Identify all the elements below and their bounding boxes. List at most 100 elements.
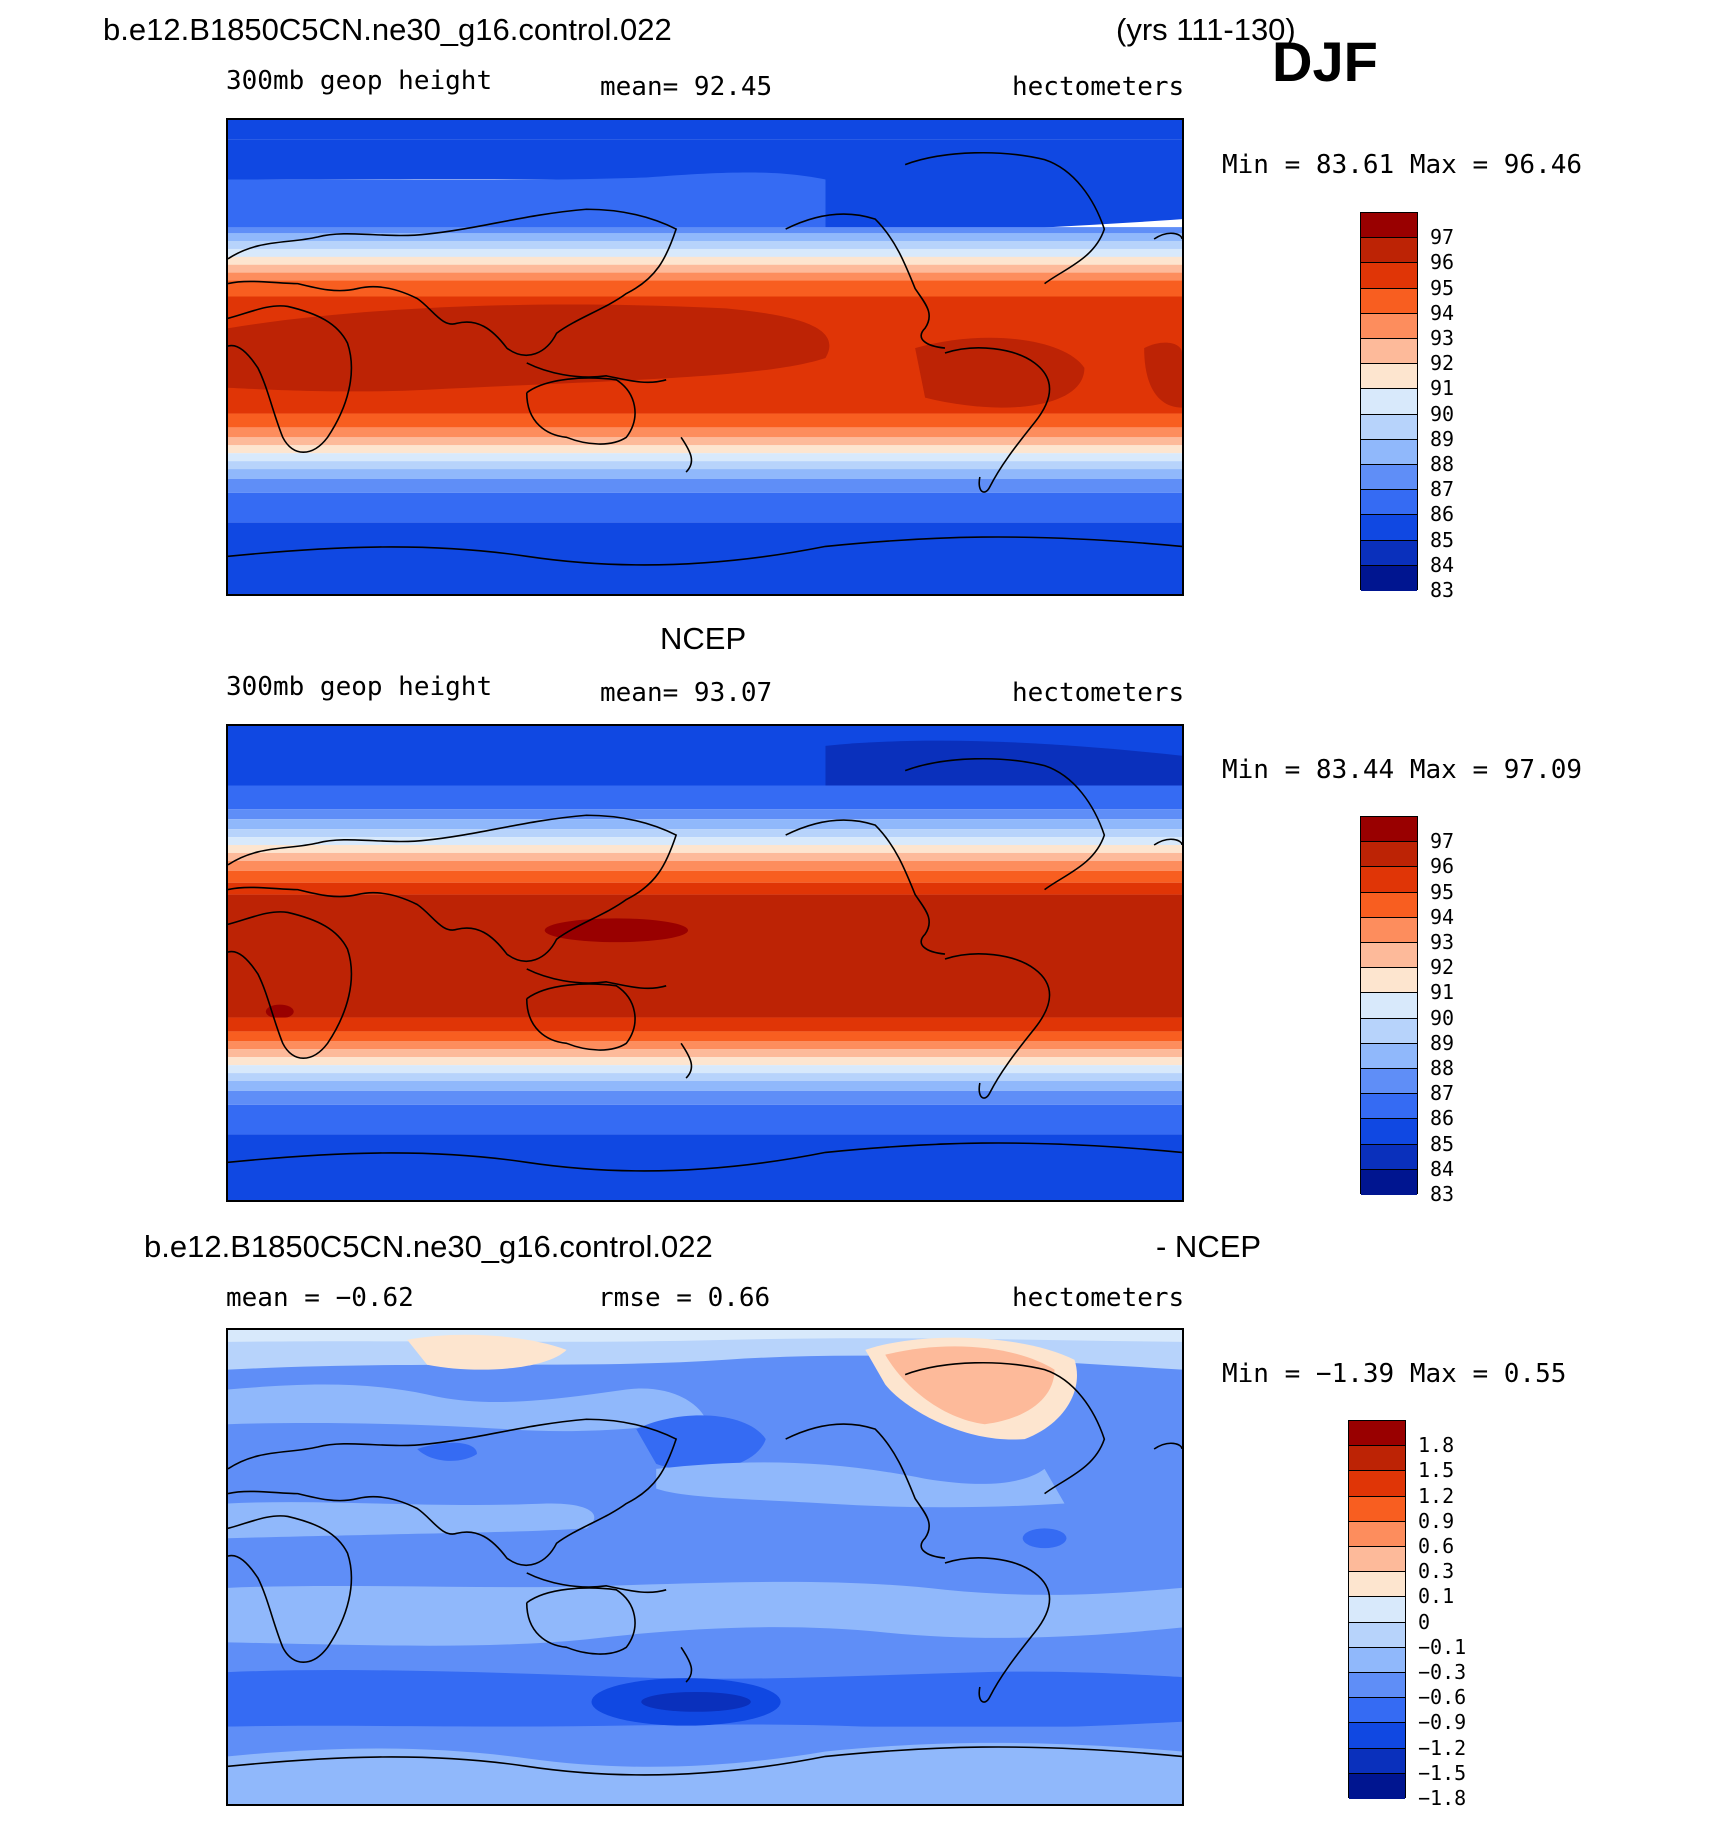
colorbar-label: 92	[1430, 955, 1455, 980]
colorbar-label: 93	[1430, 326, 1455, 350]
colorbar-label: 0.3	[1418, 1559, 1455, 1584]
panel3-rmse: rmse = 0.66	[598, 1283, 771, 1313]
colorbar-label: 96	[1430, 250, 1455, 275]
colorbar-box	[1349, 1421, 1405, 1447]
colorbar-box	[1361, 515, 1417, 541]
panel2-coastlines	[228, 757, 1182, 1172]
colorbar-label: 0.9	[1418, 1508, 1455, 1533]
colorbar-label: −1.2	[1418, 1735, 1467, 1760]
colorbar-box	[1349, 1622, 1405, 1648]
panel2-bands	[228, 726, 1182, 1200]
panel1-minmax: Min = 83.61 Max = 96.46	[1222, 150, 1583, 180]
colorbar-label: 87	[1430, 477, 1455, 502]
colorbar-label: 89	[1430, 426, 1455, 451]
colorbar-label: −1.5	[1418, 1760, 1467, 1785]
panel2-map	[226, 724, 1184, 1202]
colorbar-box	[1361, 1043, 1417, 1069]
colorbar-box	[1361, 1144, 1417, 1170]
colorbar-box	[1349, 1773, 1405, 1799]
colorbar-label: 86	[1430, 502, 1455, 527]
colorbar-label: 83	[1430, 1182, 1455, 1206]
colorbar-label: 96	[1430, 854, 1455, 879]
colorbar-box	[1361, 968, 1417, 994]
colorbar-label: 90	[1430, 1005, 1455, 1030]
panel3-title: b.e12.B1850C5CN.ne30_g16.control.022	[144, 1229, 713, 1264]
panel3-regions	[228, 1330, 1182, 1804]
colorbar-label: 84	[1430, 552, 1455, 577]
years-label: (yrs 111-130)	[1116, 12, 1296, 47]
colorbar-box	[1349, 1446, 1405, 1472]
colorbar-box	[1349, 1748, 1405, 1774]
panel3-map-svg	[228, 1330, 1182, 1804]
colorbar-label: −0.6	[1418, 1685, 1467, 1710]
colorbar-label: 0.1	[1418, 1584, 1455, 1609]
colorbar-box	[1349, 1723, 1405, 1749]
panel2-variable: 300mb geop height	[226, 672, 493, 702]
colorbar-label: 95	[1430, 275, 1455, 300]
colorbar-box	[1349, 1547, 1405, 1573]
panel2-units: hectometers	[1012, 678, 1185, 708]
colorbar-box	[1361, 439, 1417, 465]
colorbar-label: 86	[1430, 1106, 1455, 1131]
colorbar-box	[1361, 263, 1417, 289]
colorbar-box	[1361, 867, 1417, 893]
colorbar-box	[1361, 1069, 1417, 1095]
panel2-map-svg	[228, 726, 1182, 1200]
colorbar-label: 91	[1430, 980, 1455, 1005]
colorbar-label: 87	[1430, 1081, 1455, 1106]
colorbar-box	[1349, 1673, 1405, 1699]
panel3-colorbar	[1348, 1420, 1406, 1799]
colorbar-box	[1349, 1647, 1405, 1673]
colorbar-label: 1.8	[1418, 1433, 1455, 1458]
colorbar-box	[1361, 339, 1417, 365]
colorbar-box	[1349, 1572, 1405, 1598]
colorbar-box	[1361, 1018, 1417, 1044]
colorbar-box	[1361, 917, 1417, 943]
colorbar-box	[1349, 1597, 1405, 1623]
colorbar-label: −0.3	[1418, 1660, 1467, 1684]
colorbar-box	[1361, 1169, 1417, 1195]
colorbar-box	[1361, 943, 1417, 969]
colorbar-label: 83	[1430, 578, 1455, 602]
colorbar-label: 84	[1430, 1156, 1455, 1181]
colorbar-box	[1361, 313, 1417, 339]
colorbar-label: 97	[1430, 829, 1455, 854]
colorbar-label: −0.1	[1418, 1634, 1467, 1659]
colorbar-label: 1.5	[1418, 1458, 1455, 1483]
panel1-map	[226, 118, 1184, 596]
panel3-mean: mean = −0.62	[226, 1283, 414, 1313]
panel2-mean: mean= 93.07	[600, 678, 773, 708]
panel1-map-svg	[228, 120, 1182, 594]
case-title: b.e12.B1850C5CN.ne30_g16.control.022	[103, 12, 672, 47]
colorbar-box	[1349, 1471, 1405, 1497]
colorbar-box	[1361, 842, 1417, 868]
season-label: DJF	[1272, 30, 1378, 93]
colorbar-box	[1361, 1119, 1417, 1145]
panel1-coastlines	[228, 151, 1182, 566]
colorbar-box	[1361, 213, 1417, 239]
colorbar-box	[1361, 238, 1417, 264]
colorbar-label: −1.8	[1418, 1786, 1467, 1810]
colorbar-label: −0.9	[1418, 1710, 1467, 1735]
colorbar-box	[1361, 364, 1417, 390]
panel3-coastlines	[228, 1361, 1182, 1776]
colorbar-label: 1.2	[1418, 1483, 1455, 1508]
colorbar-box	[1361, 892, 1417, 918]
colorbar-box	[1361, 490, 1417, 516]
colorbar-box	[1361, 465, 1417, 491]
colorbar-label: 93	[1430, 930, 1455, 954]
colorbar-label: 88	[1430, 452, 1455, 476]
colorbar-label: 97	[1430, 225, 1455, 250]
panel3-title-right: - NCEP	[1156, 1229, 1262, 1264]
colorbar-label: 95	[1430, 879, 1455, 904]
panel1-mean: mean= 92.45	[600, 72, 773, 102]
colorbar-box	[1361, 414, 1417, 440]
colorbar-box	[1361, 817, 1417, 843]
colorbar-label: 85	[1430, 527, 1455, 552]
colorbar-label: 94	[1430, 300, 1455, 325]
colorbar-box	[1361, 565, 1417, 591]
colorbar-label: 0.6	[1418, 1534, 1455, 1558]
colorbar-label: 88	[1430, 1056, 1455, 1080]
colorbar-box	[1361, 993, 1417, 1019]
colorbar-label: 0	[1418, 1609, 1431, 1634]
